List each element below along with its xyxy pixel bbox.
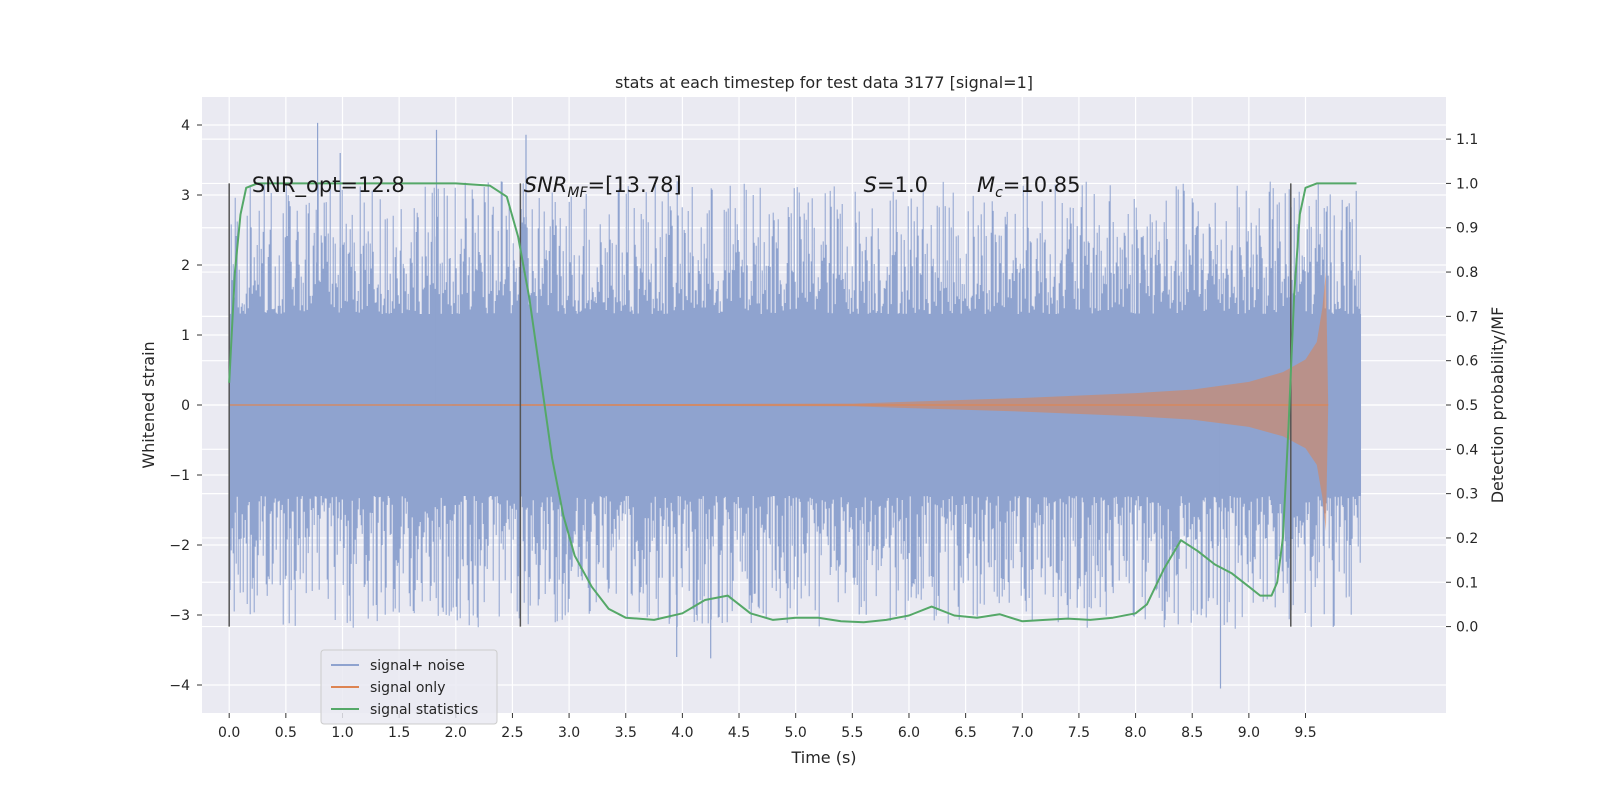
y2-tick-label: 0.7 (1456, 309, 1478, 325)
y2-tick-label: 0.6 (1456, 354, 1478, 370)
x-tick-label: 3.0 (558, 725, 580, 741)
x-tick-label: 0.0 (218, 725, 240, 741)
x-tick-label: 6.0 (898, 725, 920, 741)
annotation: SNRMF=[13.78] (524, 173, 682, 201)
y2-tick-label: 0.3 (1456, 487, 1478, 503)
y-tick-label: −3 (169, 608, 190, 624)
x-axis-label: Time (s) (790, 748, 856, 767)
x-tick-label: 4.5 (728, 725, 750, 741)
y-axis-ticks: 4 3 2 1 0 −1 −2 −3 −4 (169, 118, 202, 694)
series-signal-only (229, 272, 1329, 532)
y-tick-label: 3 (181, 188, 190, 204)
y-tick-label: −4 (169, 678, 190, 694)
x-tick-label: 9.0 (1238, 725, 1260, 741)
y-tick-label: 0 (181, 398, 190, 414)
x-tick-label: 1.5 (388, 725, 410, 741)
y2-tick-label: 1.0 (1456, 176, 1478, 192)
x-tick-label: 0.5 (275, 725, 297, 741)
x-tick-label: 5.5 (841, 725, 863, 741)
legend: signal+ noise signal only signal statistic… (320, 649, 498, 725)
y-axis-label: Whitened strain (139, 341, 158, 468)
annotations: SNR_opt=12.8 SNRMF=[13.78] S=1.0 Mc=10.85 (252, 173, 1081, 201)
x-tick-label: 8.5 (1181, 725, 1203, 741)
x-tick-label: 2.5 (501, 725, 523, 741)
legend-label: signal statistics (370, 702, 478, 718)
y-tick-label: 4 (181, 118, 190, 134)
legend-label: signal+ noise (370, 658, 465, 674)
y2-tick-label: 0.8 (1456, 265, 1478, 281)
legend-label: signal only (370, 680, 445, 696)
y2-axis-label: Detection probability/MF (1488, 307, 1507, 504)
legend-box (320, 649, 498, 725)
annotation: S=1.0 (864, 173, 928, 197)
signal-envelope (229, 272, 1329, 532)
y2-tick-label: 0.2 (1456, 531, 1478, 547)
x-tick-label: 9.5 (1294, 725, 1316, 741)
y-tick-label: 2 (181, 258, 190, 274)
y2-tick-label: 1.1 (1456, 132, 1478, 148)
annotation: SNR_opt=12.8 (252, 173, 405, 198)
y2-tick-label: 0.9 (1456, 221, 1478, 237)
x-tick-label: 3.5 (615, 725, 637, 741)
y2-tick-label: 0.4 (1456, 442, 1478, 458)
x-tick-label: 4.0 (671, 725, 693, 741)
noise-peaks (317, 122, 1222, 689)
y2-tick-label: 0.1 (1456, 575, 1478, 591)
x-tick-label: 6.5 (954, 725, 976, 741)
x-tick-label: 1.0 (331, 725, 353, 741)
x-tick-label: 5.0 (785, 725, 807, 741)
x-tick-label: 7.0 (1011, 725, 1033, 741)
x-tick-label: 7.5 (1068, 725, 1090, 741)
y2-axis-ticks: 1.1 1.0 0.9 0.8 0.7 0.6 0.5 0.4 0.3 0.2 0.1 0.0 (1446, 132, 1478, 636)
y-tick-label: −1 (169, 468, 190, 484)
chart-title: stats at each timestep for test data 317… (615, 73, 1033, 92)
series-signal-statistics (228, 182, 1357, 624)
vertical-markers (228, 183, 1292, 627)
stats-line (228, 182, 1357, 624)
x-tick-label: 8.0 (1124, 725, 1146, 741)
y2-tick-label: 0.5 (1456, 398, 1478, 414)
y2-tick-label: 0.0 (1456, 620, 1478, 636)
x-axis-ticks: 0.0 0.5 1.0 1.5 2.0 2.5 3.0 3.5 4.0 4.5 5.0 5.5 6.0 6… (218, 713, 1317, 741)
y-tick-label: −2 (169, 538, 190, 554)
annotation: Mc=10.85 (977, 173, 1081, 201)
y-tick-label: 1 (181, 328, 190, 344)
x-tick-label: 2.0 (445, 725, 467, 741)
